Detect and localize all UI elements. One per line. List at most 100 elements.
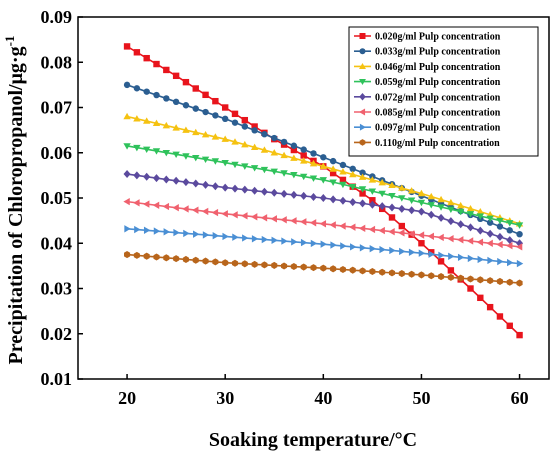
data-point [329, 221, 336, 229]
data-point [231, 211, 238, 219]
data-point [486, 239, 493, 248]
data-point [124, 251, 131, 259]
data-point [379, 268, 386, 276]
data-point [222, 259, 229, 267]
data-point [506, 236, 514, 245]
data-point [192, 85, 199, 92]
y-tick-label: 0.06 [41, 143, 73, 163]
data-point [300, 157, 308, 164]
data-point [163, 254, 170, 262]
data-point [467, 285, 474, 292]
data-point [143, 117, 151, 124]
legend-label: 0.046g/ml Pulp concentration [375, 62, 501, 73]
data-point [417, 199, 426, 207]
data-point [250, 165, 259, 172]
data-point [123, 197, 130, 206]
data-point [457, 208, 465, 216]
data-point [192, 179, 200, 188]
data-point [270, 149, 278, 156]
data-point [212, 232, 220, 240]
data-point [339, 196, 347, 205]
tick-layer: 20 30 40 50 60 0.01 0.02 0.03 0.04 0.05 0.06 0.07 0.… [41, 7, 529, 408]
data-point [486, 229, 494, 238]
data-point [241, 123, 249, 130]
data-point [212, 112, 219, 119]
data-point [418, 249, 426, 257]
x-tick-label: 20 [118, 388, 136, 408]
data-point [320, 240, 327, 248]
data-point [242, 234, 249, 242]
data-point [319, 177, 327, 184]
data-point [280, 189, 288, 198]
data-point [437, 213, 445, 222]
data-point [241, 116, 249, 124]
data-point [182, 126, 190, 133]
data-point [211, 133, 220, 140]
data-point [506, 227, 513, 234]
data-point [183, 229, 190, 238]
data-point [172, 151, 180, 159]
data-point [280, 151, 288, 159]
data-point [359, 267, 366, 275]
data-point [231, 119, 239, 126]
y-tick-label: 0.07 [41, 98, 73, 118]
data-point [162, 175, 170, 184]
data-point [398, 222, 406, 230]
data-point [193, 230, 200, 238]
data-point [281, 237, 288, 245]
data-point [378, 190, 386, 198]
data-point [378, 226, 385, 235]
data-point [447, 217, 455, 226]
data-point [457, 253, 465, 262]
data-point [467, 254, 475, 263]
legend-box [348, 26, 539, 157]
data-point [241, 185, 249, 194]
data-point [369, 197, 376, 204]
data-point [388, 193, 396, 200]
data-point [201, 156, 210, 164]
data-point [427, 202, 435, 209]
data-point [221, 159, 229, 167]
data-point [152, 201, 160, 209]
data-point [388, 203, 396, 212]
data-point [359, 169, 366, 176]
data-point [221, 210, 228, 218]
data-point [290, 154, 298, 161]
y-tick-label: 0.08 [41, 52, 73, 72]
data-point [300, 173, 308, 181]
data-point [448, 252, 455, 261]
data-point [388, 214, 396, 221]
data-point [143, 172, 151, 181]
data-point [290, 262, 297, 271]
data-point [399, 247, 406, 256]
data-point [358, 224, 366, 232]
data-point [231, 138, 239, 145]
data-point [280, 170, 288, 177]
data-point [182, 102, 190, 109]
data-point [250, 213, 258, 221]
data-point [349, 266, 356, 274]
y-tick-label: 0.01 [41, 369, 73, 389]
x-tick-label: 40 [314, 388, 332, 408]
data-point [134, 225, 141, 234]
data-point [123, 81, 131, 89]
legend-marker [359, 108, 366, 116]
data-point [211, 208, 219, 217]
data-point [408, 248, 416, 256]
data-point [124, 225, 131, 233]
y-tick-label: 0.03 [41, 279, 73, 299]
data-point [212, 97, 219, 105]
data-point [182, 153, 190, 160]
data-point [290, 190, 298, 199]
data-point [417, 231, 425, 239]
data-point [339, 265, 346, 274]
data-point [261, 130, 268, 138]
series-0-097g-ml-pulp-concentration [124, 225, 524, 268]
legend-item-0-033g-ml-pulp-concentration: 0.033g/ml Pulp concentration [354, 47, 501, 58]
data-point [271, 261, 278, 269]
data-point [143, 54, 150, 62]
data-point [143, 226, 151, 234]
data-point [172, 124, 180, 131]
data-point [417, 189, 426, 197]
data-point [261, 261, 268, 269]
